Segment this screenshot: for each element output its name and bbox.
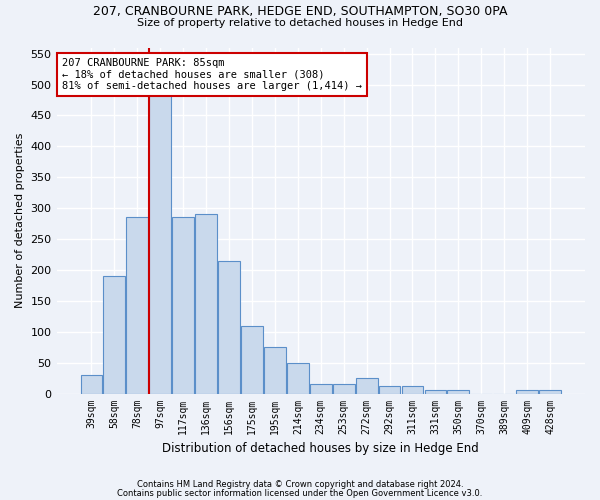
Bar: [195, 214, 217, 394]
Bar: [241, 326, 263, 394]
Bar: [218, 260, 240, 394]
Text: Contains public sector information licensed under the Open Government Licence v3: Contains public sector information licen…: [118, 488, 482, 498]
Bar: [516, 390, 538, 394]
Bar: [127, 218, 148, 394]
Bar: [264, 347, 286, 394]
Bar: [356, 378, 377, 394]
Text: Contains HM Land Registry data © Crown copyright and database right 2024.: Contains HM Land Registry data © Crown c…: [137, 480, 463, 489]
Text: 207 CRANBOURNE PARK: 85sqm
← 18% of detached houses are smaller (308)
81% of sem: 207 CRANBOURNE PARK: 85sqm ← 18% of deta…: [62, 58, 362, 91]
Y-axis label: Number of detached properties: Number of detached properties: [15, 133, 25, 308]
Bar: [379, 386, 400, 394]
Bar: [172, 218, 194, 394]
Text: 207, CRANBOURNE PARK, HEDGE END, SOUTHAMPTON, SO30 0PA: 207, CRANBOURNE PARK, HEDGE END, SOUTHAM…: [93, 5, 507, 18]
Bar: [80, 375, 103, 394]
Bar: [448, 390, 469, 394]
Bar: [333, 384, 355, 394]
Bar: [310, 384, 332, 394]
Bar: [149, 78, 171, 394]
Bar: [401, 386, 424, 394]
X-axis label: Distribution of detached houses by size in Hedge End: Distribution of detached houses by size …: [163, 442, 479, 455]
Bar: [287, 362, 309, 394]
Bar: [539, 390, 561, 394]
Bar: [425, 390, 446, 394]
Text: Size of property relative to detached houses in Hedge End: Size of property relative to detached ho…: [137, 18, 463, 28]
Bar: [103, 276, 125, 394]
